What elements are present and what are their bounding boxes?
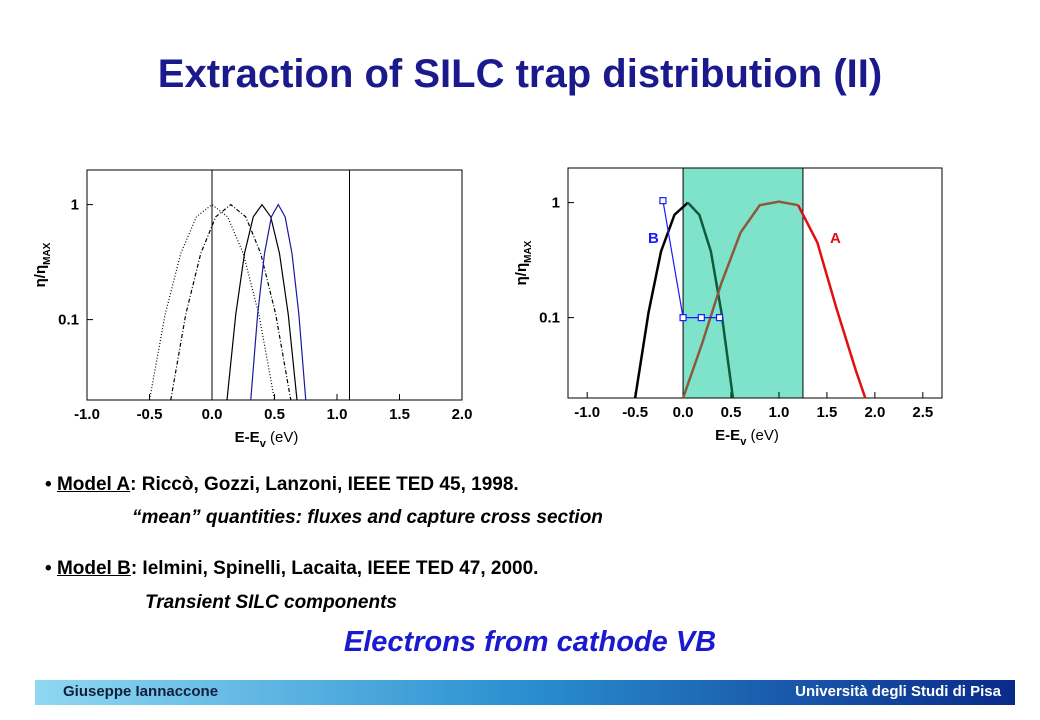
curve xyxy=(662,200,720,319)
y-tick-label: 1 xyxy=(71,197,79,214)
x-label-sub: v xyxy=(260,438,267,450)
bullet: Model A: Riccò, Gozzi, Lanzoni, IEEE TED… xyxy=(45,474,519,496)
x-tick-label: -1.0 xyxy=(74,406,100,423)
bullet-text: : Ielmini, Spinelli, Lacaita, IEEE TED 4… xyxy=(130,558,539,579)
y-label-text: η/η xyxy=(32,265,49,288)
y-axis-label: η/ηMAX xyxy=(513,240,534,285)
curve xyxy=(250,203,307,401)
plot-frame xyxy=(567,167,943,399)
x-label-text: E-E xyxy=(235,429,260,446)
bullet-detail: “mean” quantities: fluxes and capture cr… xyxy=(132,507,603,528)
marker xyxy=(715,314,724,322)
x-tick-label: 2.0 xyxy=(864,404,885,421)
x-tick-label: 2.5 xyxy=(912,404,933,421)
x-label-text: E-E xyxy=(715,427,740,444)
model-name: Model B xyxy=(56,558,131,579)
marker xyxy=(697,314,705,322)
annotation: B xyxy=(648,230,659,247)
footer-author: Giuseppe Iannaccone xyxy=(63,683,219,700)
x-tick-label: 1.0 xyxy=(327,406,348,423)
marker xyxy=(679,314,687,322)
x-tick-label: 0.5 xyxy=(264,406,285,423)
x-axis-label: E-Ev (eV) xyxy=(715,427,779,448)
y-label-sub: MAX xyxy=(523,240,534,263)
x-label-suffix: (eV) xyxy=(266,429,299,446)
x-tick-label: 1.5 xyxy=(389,406,410,423)
highlight-text: Electrons from cathode VB xyxy=(343,626,717,658)
y-axis-label: η/ηMAX xyxy=(32,242,53,287)
y-tick-label: 1 xyxy=(552,195,560,212)
bullet-text: : Riccò, Gozzi, Lanzoni, IEEE TED 45, 19… xyxy=(130,474,519,495)
y-label-text: η/η xyxy=(513,263,530,286)
curve xyxy=(686,201,735,399)
model-name: Model A xyxy=(56,474,131,495)
y-label-sub: MAX xyxy=(42,242,53,265)
bullet: Model B: Ielmini, Spinelli, Lacaita, IEE… xyxy=(45,558,539,580)
x-tick-label: 1.0 xyxy=(769,404,790,421)
curve xyxy=(681,200,799,399)
footer-bar: Giuseppe Iannaccone Università degli Stu… xyxy=(35,680,1015,705)
marker xyxy=(659,197,667,205)
x-label-suffix: (eV) xyxy=(746,427,779,444)
y-tick-label: 0.1 xyxy=(539,310,560,327)
footer-institution: Università degli Studi di Pisa xyxy=(795,683,1001,700)
x-tick-label: -1.0 xyxy=(574,404,600,421)
plot-frame xyxy=(86,169,463,401)
curve xyxy=(226,203,298,401)
curve xyxy=(170,203,292,401)
x-label-sub: v xyxy=(740,436,747,448)
bullet-detail: Transient SILC components xyxy=(145,592,397,613)
x-tick-label: -0.5 xyxy=(622,404,648,421)
shaded-region xyxy=(682,167,804,399)
x-tick-label: 0.5 xyxy=(721,404,742,421)
x-tick-label: -0.5 xyxy=(137,406,163,423)
x-tick-label: 0.0 xyxy=(673,404,694,421)
annotation: A xyxy=(830,230,841,247)
y-tick-label: 0.1 xyxy=(58,312,79,329)
x-tick-label: 2.0 xyxy=(452,406,473,423)
curve xyxy=(633,201,689,399)
x-axis-label: E-Ev (eV) xyxy=(235,429,299,450)
curve xyxy=(797,204,867,399)
x-tick-label: 0.0 xyxy=(202,406,223,423)
slide-title: Extraction of SILC trap distribution (II… xyxy=(157,52,883,96)
x-tick-label: 1.5 xyxy=(816,404,837,421)
